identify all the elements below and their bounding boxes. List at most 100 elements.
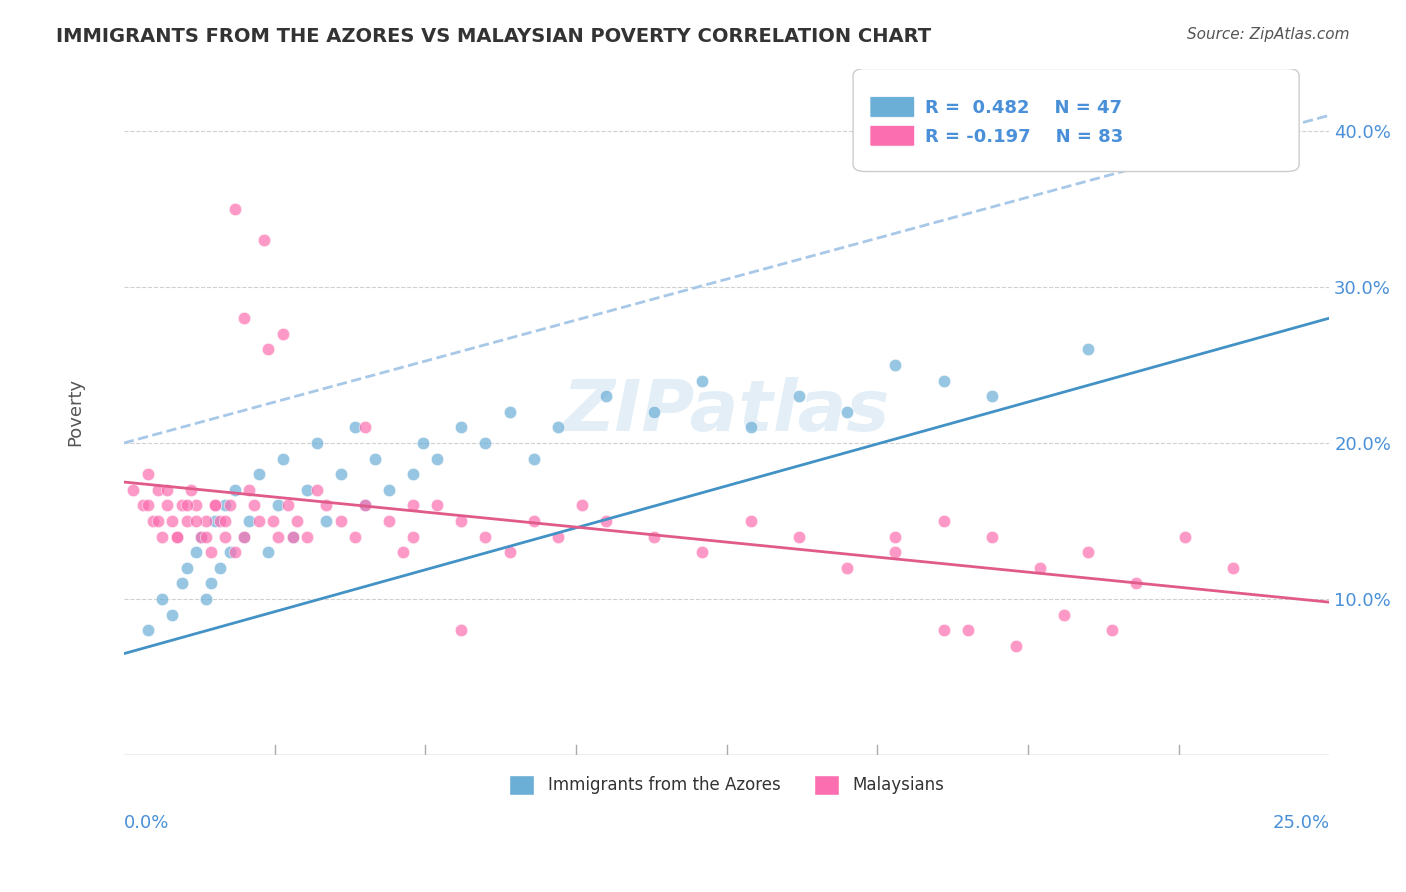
Point <box>450 624 472 638</box>
Point <box>740 420 762 434</box>
Point <box>186 545 208 559</box>
Point <box>305 436 328 450</box>
Point <box>295 530 318 544</box>
Point <box>122 483 145 497</box>
Point <box>233 311 256 326</box>
Point <box>287 514 309 528</box>
Point <box>498 405 520 419</box>
Point <box>643 405 665 419</box>
Point <box>209 514 232 528</box>
Point <box>354 499 377 513</box>
Point <box>257 343 280 357</box>
Point <box>224 202 246 216</box>
Point <box>166 530 188 544</box>
Point <box>412 436 434 450</box>
Point <box>194 592 217 607</box>
Point <box>329 514 352 528</box>
Point <box>402 530 425 544</box>
Text: R =  0.482    N = 47: R = 0.482 N = 47 <box>925 99 1122 118</box>
Point <box>884 358 907 372</box>
Point <box>498 545 520 559</box>
Point <box>160 607 183 622</box>
Point <box>1077 545 1099 559</box>
Point <box>363 451 385 466</box>
Point <box>378 514 401 528</box>
FancyBboxPatch shape <box>870 96 914 117</box>
Point <box>190 530 212 544</box>
Point <box>277 499 299 513</box>
Point <box>1005 639 1028 653</box>
Point <box>233 530 256 544</box>
Point <box>884 530 907 544</box>
Point <box>980 530 1002 544</box>
Point <box>1222 561 1244 575</box>
Point <box>186 499 208 513</box>
Point <box>152 592 174 607</box>
Point <box>247 467 270 482</box>
Point <box>315 499 337 513</box>
Point <box>152 530 174 544</box>
Point <box>835 405 858 419</box>
Point <box>426 451 449 466</box>
Point <box>224 545 246 559</box>
Point <box>523 451 546 466</box>
Point <box>932 514 955 528</box>
Point <box>378 483 401 497</box>
Point <box>267 499 290 513</box>
Text: ZIPatlas: ZIPatlas <box>562 377 890 446</box>
Point <box>156 499 179 513</box>
FancyBboxPatch shape <box>870 126 914 146</box>
Point <box>219 499 242 513</box>
Point <box>176 514 198 528</box>
Point <box>305 483 328 497</box>
Point <box>281 530 304 544</box>
Point <box>146 483 169 497</box>
Point <box>281 530 304 544</box>
Point <box>392 545 415 559</box>
Point <box>219 545 242 559</box>
Point <box>238 514 260 528</box>
Point <box>523 514 546 528</box>
Point <box>835 561 858 575</box>
Point <box>344 530 367 544</box>
Point <box>170 499 193 513</box>
Point <box>204 499 226 513</box>
Point <box>170 576 193 591</box>
Point <box>136 624 159 638</box>
Point <box>1125 576 1147 591</box>
Point <box>190 530 212 544</box>
Point <box>136 467 159 482</box>
Point <box>402 499 425 513</box>
Point <box>233 530 256 544</box>
Point <box>1053 607 1076 622</box>
Text: IMMIGRANTS FROM THE AZORES VS MALAYSIAN POVERTY CORRELATION CHART: IMMIGRANTS FROM THE AZORES VS MALAYSIAN … <box>56 27 931 45</box>
Point <box>740 514 762 528</box>
Point <box>243 499 266 513</box>
Point <box>354 499 377 513</box>
Point <box>344 420 367 434</box>
Point <box>450 514 472 528</box>
Point <box>1101 624 1123 638</box>
Point <box>204 499 226 513</box>
Point <box>271 451 294 466</box>
Point <box>932 624 955 638</box>
Point <box>884 545 907 559</box>
Point <box>156 483 179 497</box>
Point <box>166 530 188 544</box>
Point <box>194 514 217 528</box>
Point <box>474 436 496 450</box>
Point <box>1174 530 1197 544</box>
Point <box>426 499 449 513</box>
Text: Source: ZipAtlas.com: Source: ZipAtlas.com <box>1187 27 1350 42</box>
Point <box>146 514 169 528</box>
Point <box>176 499 198 513</box>
Point <box>956 624 979 638</box>
Point <box>257 545 280 559</box>
Point <box>354 420 377 434</box>
FancyBboxPatch shape <box>853 69 1299 171</box>
Point <box>200 545 222 559</box>
Point <box>238 483 260 497</box>
Point <box>204 514 226 528</box>
Point <box>253 233 276 247</box>
Point <box>142 514 165 528</box>
